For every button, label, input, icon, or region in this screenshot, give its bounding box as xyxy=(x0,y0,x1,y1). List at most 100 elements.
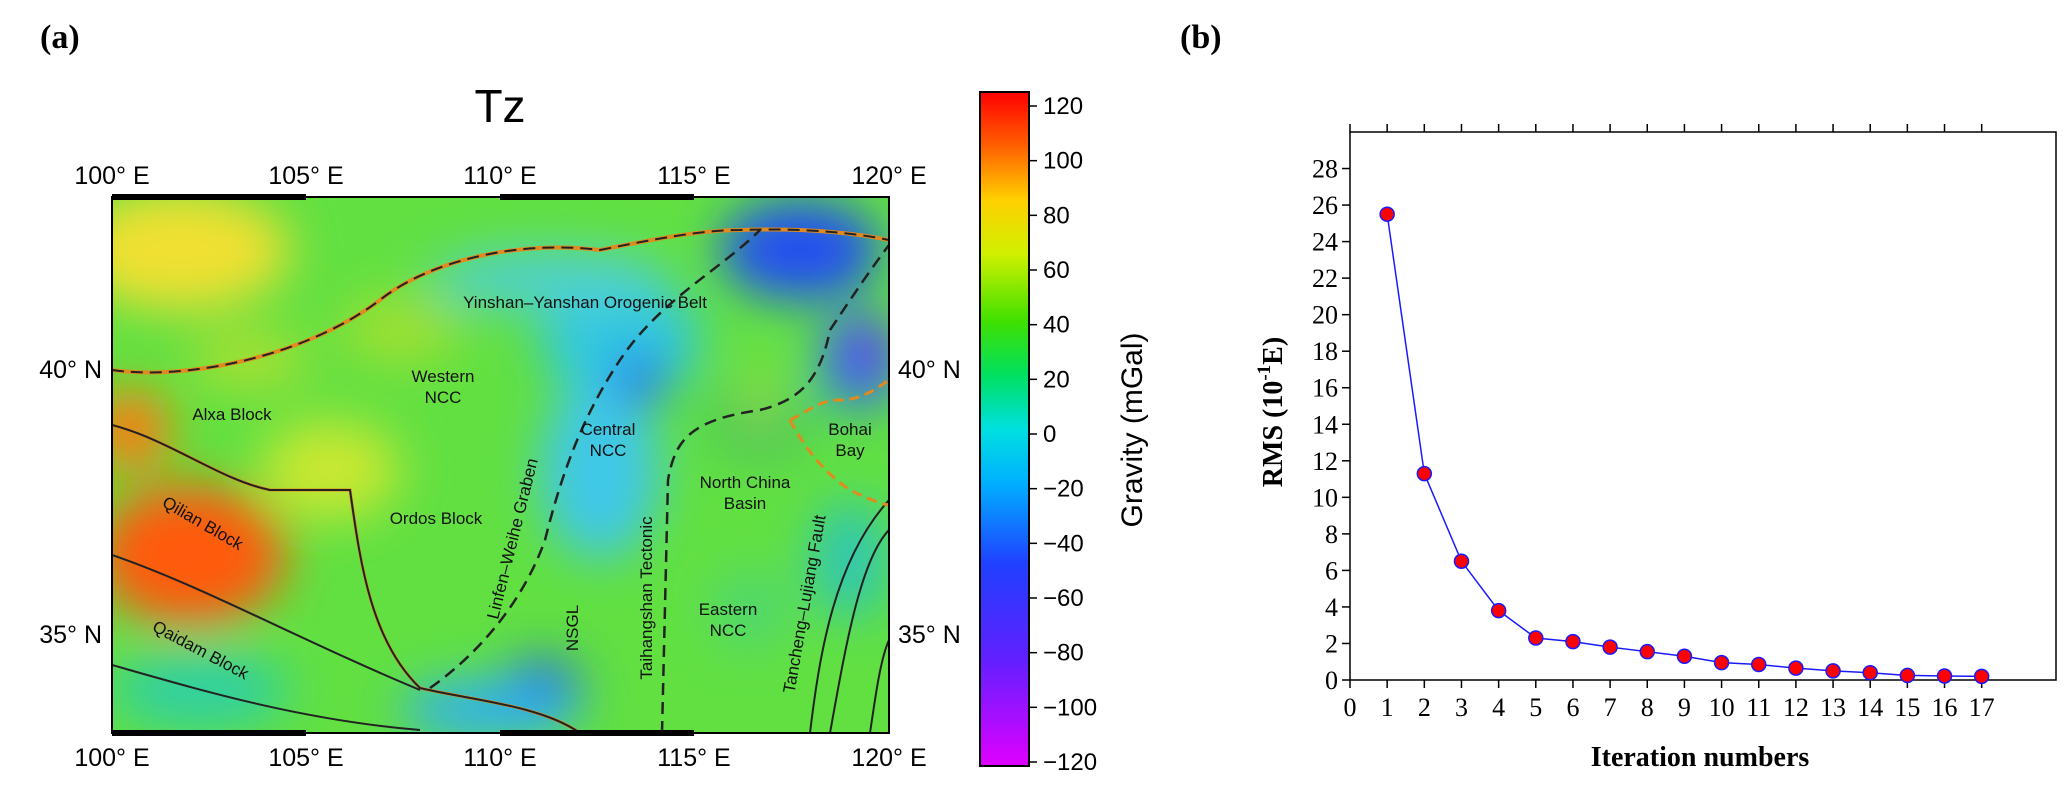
x-tick-label: 13 xyxy=(1820,693,1846,722)
rms-point xyxy=(1713,654,1730,671)
x-tick-label: 3 xyxy=(1455,693,1468,722)
x-tick-label: 8 xyxy=(1641,693,1654,722)
colorbar-tick-label: −80 xyxy=(1043,640,1084,667)
y-tick-label: 16 xyxy=(1312,374,1338,403)
x-tick-label: 4 xyxy=(1492,693,1505,722)
colorbar-label: Gravity (mGal) xyxy=(1116,333,1149,528)
colorbar-tick-label: 60 xyxy=(1043,257,1070,284)
rms-point xyxy=(1788,660,1804,676)
y-tick-label: 14 xyxy=(1312,410,1338,439)
region-label-line: NCC xyxy=(710,621,747,640)
rms-point xyxy=(1750,656,1767,673)
region-label-line: Eastern xyxy=(699,600,758,619)
colorbar-ticks: 120 100 80 60 40 20 0 −20 −40 −60 −80 −100 −120 xyxy=(1029,93,1097,776)
x-tick-label: 15 xyxy=(1894,693,1920,722)
colorbar-tick-label: −20 xyxy=(1043,476,1084,503)
y-tick-label: 0 xyxy=(1325,666,1338,695)
x-tick-label: 10 xyxy=(1709,693,1735,722)
lat-tick-left-40: 40° N xyxy=(39,356,102,384)
rms-point xyxy=(1825,663,1841,679)
longitude-labels-bottom: 100° E 105° E 110° E 115° E 120° E xyxy=(74,744,926,772)
region-label-line: NCC xyxy=(590,441,627,460)
y-axis-label-tail: E) xyxy=(1258,337,1289,365)
region-label-line: NSGL xyxy=(563,605,582,651)
colorbar: 120 100 80 60 40 20 0 −20 −40 −60 −80 −100 −120 Grav… xyxy=(979,91,1149,776)
x-tick-label: 9 xyxy=(1678,693,1691,722)
rms-point xyxy=(1899,667,1916,684)
colorbar-tick-label: 120 xyxy=(1043,93,1083,120)
rms-point xyxy=(1416,465,1433,482)
rms-point xyxy=(1862,664,1878,681)
longitude-labels-top: 100° E 105° E 110° E 115° E 120° E xyxy=(74,162,926,190)
lon-tick-bottom-2: 105° E xyxy=(268,744,343,772)
lon-tick-bottom-3: 110° E xyxy=(463,744,536,772)
region-label-line: Central xyxy=(581,420,636,439)
rms-series-line xyxy=(1386,214,1982,678)
region-label-yinshan: Yinshan–Yanshan Orogenic Belt xyxy=(463,293,707,312)
lat-tick-right-35: 35° N xyxy=(898,621,961,649)
x-tick-label: 0 xyxy=(1344,693,1357,722)
panel-b-label: (b) xyxy=(1180,19,1222,56)
panel-a-label: (a) xyxy=(40,19,80,56)
x-tick-label: 11 xyxy=(1746,693,1771,722)
y-tick-label: 22 xyxy=(1312,264,1338,293)
colorbar-tick-label: −120 xyxy=(1043,749,1097,776)
colorbar-tick-label: 0 xyxy=(1043,421,1056,448)
x-tick-label: 2 xyxy=(1418,693,1431,722)
rms-point xyxy=(1490,602,1507,619)
colorbar-tick-label: −60 xyxy=(1043,585,1084,612)
region-label-line: Alxa Block xyxy=(192,405,272,424)
y-tick-label: 2 xyxy=(1325,629,1338,658)
lon-tick-top-3: 110° E xyxy=(463,162,536,190)
region-label-north-china-basin: North China Basin xyxy=(700,473,791,513)
lon-tick-bottom-5: 120° E xyxy=(851,744,926,772)
region-label-line: Taihangshan Tectonic xyxy=(637,516,656,680)
x-axis: 0 1 2 3 4 5 6 7 8 9 10 11 12 13 14 15 16 17 xyxy=(1344,124,1995,722)
y-tick-label: 8 xyxy=(1325,520,1338,549)
y-tick-label: 10 xyxy=(1312,483,1338,512)
y-axis-label-sup: -1 xyxy=(1254,365,1275,381)
y-axis-label-main: RMS (10 xyxy=(1258,381,1289,488)
region-label-eastern-ncc: Eastern NCC xyxy=(699,600,758,640)
region-label-central-ncc: Central NCC xyxy=(581,420,636,460)
x-tick-label: 14 xyxy=(1857,693,1883,722)
lat-tick-left-35: 35° N xyxy=(39,621,102,649)
lon-tick-bottom-4: 115° E xyxy=(657,744,730,772)
latitude-labels: 40° N 35° N 40° N 35° N xyxy=(39,356,961,649)
rms-point xyxy=(1565,633,1581,650)
region-label-taihangshan: Taihangshan Tectonic xyxy=(637,516,656,680)
x-tick-label: 1 xyxy=(1381,693,1394,722)
lon-tick-top-5: 120° E xyxy=(851,162,926,190)
rms-point xyxy=(1379,206,1395,222)
colorbar-tick-label: −100 xyxy=(1043,694,1097,721)
map-frame-ticks xyxy=(112,194,694,736)
x-tick-label: 16 xyxy=(1932,693,1958,722)
colorbar-tick-label: −40 xyxy=(1043,530,1084,557)
lon-tick-top-1: 100° E xyxy=(74,162,149,190)
gravity-map xyxy=(112,197,889,733)
y-tick-label: 6 xyxy=(1325,556,1338,585)
colorbar-tick-label: 100 xyxy=(1043,148,1083,175)
series-layer xyxy=(1379,206,1990,685)
region-label-line: Bohai xyxy=(828,420,871,439)
x-tick-label: 5 xyxy=(1529,693,1542,722)
rms-point xyxy=(1936,668,1953,684)
y-tick-label: 4 xyxy=(1325,593,1338,622)
y-tick-label: 20 xyxy=(1312,301,1338,330)
region-label-line: North China xyxy=(700,473,791,492)
panel-b: (b) 0 1 2 3 4 5 6 7 8 9 10 11 12 13 14 15 16 17 024681012… xyxy=(1180,19,2057,773)
rms-point xyxy=(1602,639,1618,655)
rms-point xyxy=(1676,648,1693,665)
y-tick-label: 18 xyxy=(1312,337,1338,366)
colorbar-tick-label: 40 xyxy=(1043,312,1070,339)
colorbar-tick-label: 20 xyxy=(1043,366,1070,393)
lon-tick-top-4: 115° E xyxy=(657,162,730,190)
map-title: Tz xyxy=(474,80,525,132)
rms-point xyxy=(1453,553,1470,570)
region-label-line: Western xyxy=(412,367,475,386)
rms-point xyxy=(1639,643,1656,660)
rms-point xyxy=(1528,630,1544,646)
region-label-ordos: Ordos Block xyxy=(390,509,483,528)
x-tick-label: 17 xyxy=(1969,693,1995,722)
